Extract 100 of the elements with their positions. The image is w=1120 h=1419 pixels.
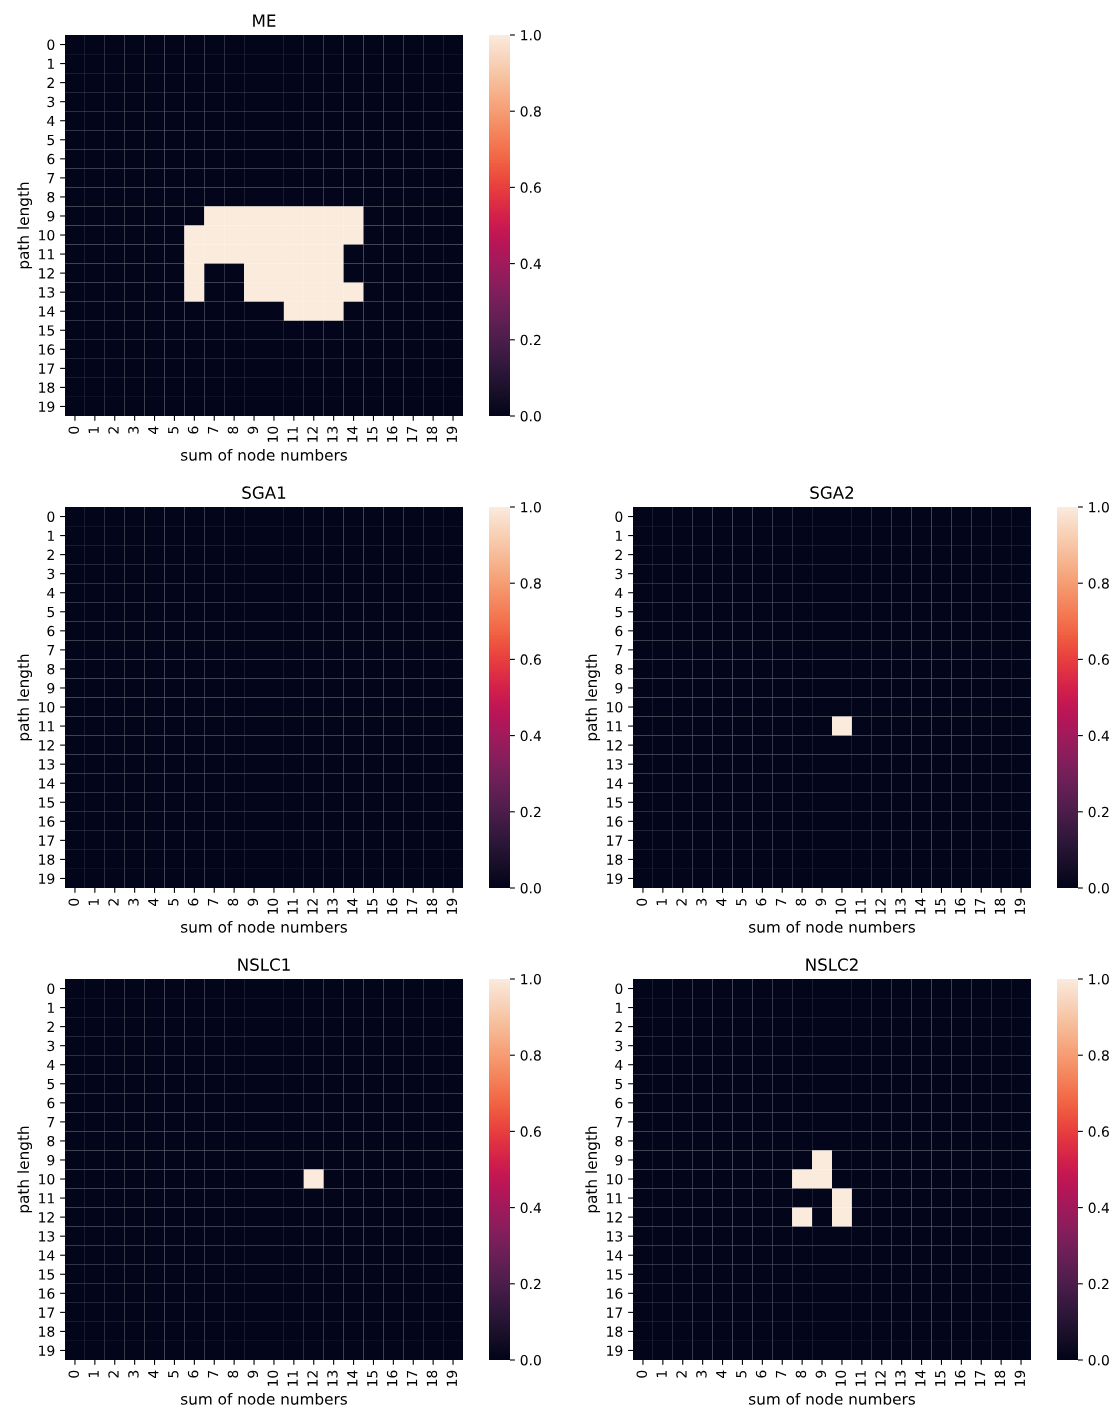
y-tick-label: 2: [47, 77, 54, 88]
y-tick-label: 4: [47, 115, 55, 126]
x-tick-label: 18: [994, 1370, 1006, 1386]
y-tick-label: 3: [47, 96, 55, 108]
x-tick-label: 9: [815, 1370, 827, 1378]
y-tick-label: 16: [39, 344, 55, 355]
y-tick-label: 16: [607, 816, 623, 827]
x-tick-label: 14: [915, 1370, 926, 1386]
x-tick-label: 13: [895, 898, 906, 914]
x-tick-label: 19: [446, 426, 458, 442]
x-tick-label: 18: [426, 898, 438, 914]
y-tick-label: 14: [39, 306, 55, 317]
y-tick-label: 3: [47, 1040, 55, 1052]
x-tick-label: 10: [267, 426, 278, 442]
x-tick-label: 16: [954, 898, 966, 914]
x-tick-label: 1: [88, 427, 99, 434]
y-tick-label: 10: [39, 229, 55, 241]
y-tick-label: 14: [607, 1250, 623, 1261]
x-axis-title: sum of node numbers: [181, 1392, 348, 1405]
x-tick-label: 7: [775, 898, 787, 906]
x-tick-label: 1: [88, 1371, 99, 1378]
color-bar-label: 0.2: [520, 806, 541, 818]
color-bar-label: 0.6: [1088, 654, 1109, 665]
y-axis-title: path length: [17, 654, 33, 741]
x-axis-title: sum of node numbers: [749, 1392, 916, 1405]
color-bar-label: 0.6: [520, 1126, 541, 1137]
x-tick-label: 6: [755, 1370, 767, 1378]
x-tick-label: 18: [426, 426, 438, 442]
y-tick-label: 18: [607, 854, 623, 865]
color-bar-label: 0.4: [520, 730, 542, 742]
color-bar-label: 1.0: [1089, 501, 1109, 513]
y-tick-label: 8: [47, 1135, 55, 1147]
y-tick-label: 5: [47, 606, 55, 618]
y-tick-label: 19: [607, 873, 623, 884]
y-tick-label: 2: [615, 1021, 622, 1032]
x-tick-label: 8: [227, 898, 239, 906]
x-tick-label: 18: [994, 898, 1006, 914]
x-tick-label: 5: [168, 426, 179, 434]
y-tick-label: 11: [607, 721, 622, 732]
x-tick-label: 14: [347, 898, 358, 914]
x-tick-label: 11: [287, 1371, 298, 1386]
y-tick-label: 8: [47, 191, 55, 203]
x-tick-label: 15: [367, 898, 378, 914]
x-tick-label: 0: [636, 898, 647, 906]
y-tick-label: 12: [39, 740, 54, 751]
y-tick-label: 13: [39, 287, 55, 298]
x-tick-label: 12: [307, 899, 318, 914]
x-tick-label: 9: [247, 426, 259, 434]
x-tick-label: 8: [795, 898, 807, 906]
y-tick-label: 11: [39, 249, 54, 260]
x-tick-label: 14: [915, 898, 926, 914]
color-bar-label: 0.4: [1088, 730, 1110, 742]
y-tick-label: 9: [47, 1154, 55, 1166]
x-tick-label: 3: [696, 898, 707, 906]
x-tick-label: 15: [367, 1370, 378, 1386]
y-tick-label: 18: [39, 854, 55, 865]
x-tick-label: 4: [148, 898, 159, 906]
x-tick-label: 3: [696, 1370, 707, 1378]
x-tick-label: 15: [367, 426, 378, 442]
x-tick-label: 2: [108, 427, 119, 434]
y-tick-label: 10: [607, 701, 623, 713]
y-tick-label: 1: [47, 1002, 54, 1013]
x-tick-label: 11: [287, 899, 298, 914]
x-tick-label: 11: [855, 899, 866, 914]
color-bar-label: 0.0: [520, 410, 541, 422]
y-tick-label: 17: [607, 1307, 623, 1318]
x-tick-label: 6: [187, 898, 199, 906]
y-tick-label: 5: [615, 606, 623, 618]
y-tick-label: 15: [607, 797, 623, 808]
y-tick-label: 0: [615, 511, 623, 522]
x-tick-label: 17: [406, 898, 418, 914]
x-tick-label: 16: [386, 1370, 398, 1386]
color-bar-label: 1.0: [521, 973, 541, 985]
x-tick-label: 12: [307, 1371, 318, 1386]
chart-title: SGA2: [810, 486, 854, 499]
y-tick-label: 7: [615, 1117, 623, 1128]
x-tick-label: 6: [755, 898, 767, 906]
color-bar-label: 0.4: [520, 258, 542, 270]
y-tick-label: 0: [615, 983, 623, 994]
color-bar-label: 0.6: [1088, 1126, 1109, 1137]
y-tick-label: 13: [39, 759, 55, 770]
y-tick-label: 1: [615, 530, 622, 541]
x-tick-label: 13: [327, 1370, 338, 1386]
x-tick-label: 7: [207, 898, 219, 906]
y-tick-label: 15: [39, 797, 55, 808]
y-axis-title: path length: [17, 182, 33, 269]
color-bar-label: 0.6: [520, 654, 541, 665]
y-tick-label: 10: [39, 701, 55, 713]
x-tick-label: 4: [716, 898, 727, 906]
y-tick-label: 0: [47, 39, 55, 50]
y-axis-title: path length: [17, 1126, 33, 1213]
y-tick-label: 19: [39, 873, 55, 884]
x-tick-label: 18: [426, 1370, 438, 1386]
x-tick-label: 5: [168, 1370, 179, 1378]
x-tick-label: 10: [267, 1370, 278, 1386]
x-tick-label: 10: [835, 1370, 846, 1386]
x-tick-label: 14: [347, 1370, 358, 1386]
x-tick-label: 19: [1014, 898, 1026, 914]
y-tick-label: 8: [615, 663, 623, 675]
y-tick-label: 1: [615, 1002, 622, 1013]
